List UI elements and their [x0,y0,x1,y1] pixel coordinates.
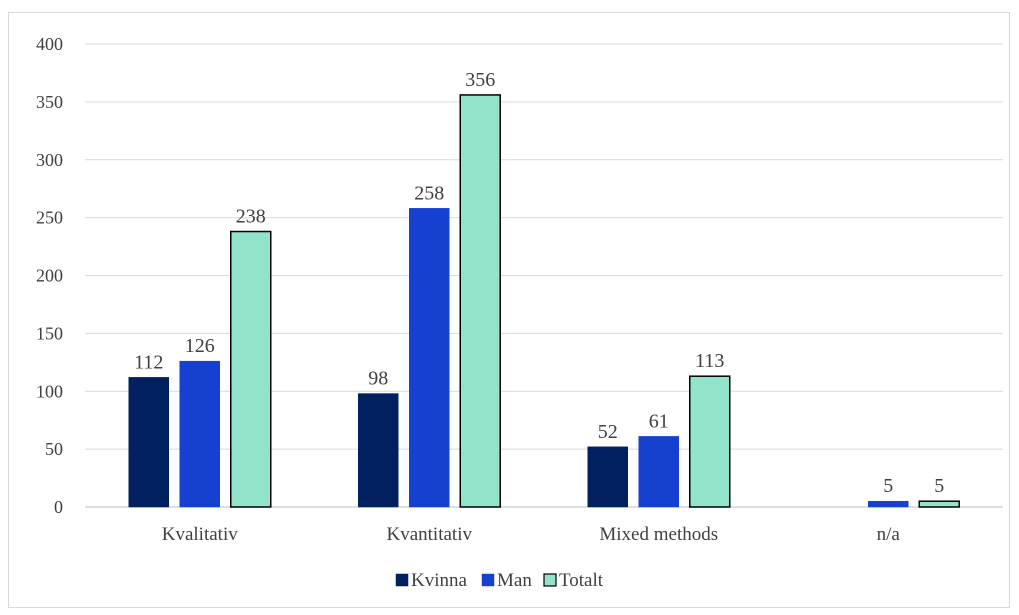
bar-man-3 [868,501,908,507]
data-label: 356 [465,69,495,91]
y-tick-label: 100 [36,381,63,401]
bar-totalt-1 [460,95,500,507]
data-label: 52 [598,421,618,443]
bar-totalt-0 [231,232,271,507]
bar-kvinna-1 [358,394,398,507]
y-tick-label: 150 [36,323,63,343]
y-tick-label: 200 [36,266,63,286]
y-tick-label: 250 [36,208,63,228]
bar-kvinna-2 [588,447,628,507]
data-label: 238 [236,206,266,228]
legend-swatch-totalt [544,574,556,586]
bar-man-0 [180,361,220,507]
y-tick-label: 300 [36,150,63,170]
data-label: 61 [649,410,669,432]
legend-label: Kvinna [411,570,468,591]
x-category-label: Mixed methods [599,524,718,545]
data-label: 258 [414,182,444,204]
data-label: 5 [934,475,944,497]
data-label: 98 [368,368,388,390]
x-category-label: Kvalitativ [162,524,238,545]
data-label: 5 [883,475,893,497]
y-tick-label: 50 [45,439,63,459]
bar-totalt-2 [690,376,730,507]
data-label: 113 [695,350,724,372]
legend-label: Totalt [559,570,604,591]
y-tick-label: 0 [54,497,63,517]
y-tick-label: 400 [36,34,63,54]
legend-label: Man [497,570,532,591]
x-category-label: n/a [877,524,901,545]
bar-man-1 [409,208,449,507]
bar-totalt-3 [919,501,959,507]
bar-kvinna-0 [129,377,169,507]
legend-swatch-kvinna [396,574,408,586]
data-label: 112 [134,351,163,373]
y-tick-label: 350 [36,92,63,112]
bar-man-2 [639,436,679,507]
x-category-label: Kvantitativ [387,524,473,545]
data-label: 126 [185,335,215,357]
legend-swatch-man [482,574,494,586]
